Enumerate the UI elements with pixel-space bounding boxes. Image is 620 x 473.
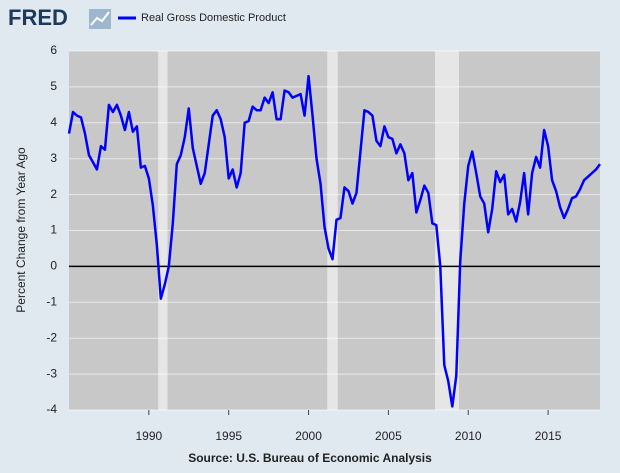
x-tick-label: 2005 bbox=[375, 429, 402, 443]
y-tick-label: -4 bbox=[46, 402, 57, 416]
y-tick-label: 0 bbox=[50, 259, 57, 273]
x-tick-label: 2015 bbox=[535, 429, 562, 443]
y-tick-label: -1 bbox=[46, 294, 57, 308]
y-axis-label: Percent Change from Year Ago bbox=[14, 147, 28, 313]
x-tick-label: 1990 bbox=[135, 429, 162, 443]
y-tick-label: 3 bbox=[50, 151, 57, 165]
x-tick-label: 1995 bbox=[215, 429, 242, 443]
data-line bbox=[67, 74, 602, 408]
y-tick-label: 2 bbox=[50, 187, 57, 201]
x-tick-label: 2010 bbox=[455, 429, 482, 443]
source: Source: U.S. Bureau of Economic Analysis bbox=[188, 451, 432, 465]
y-tick-label: -2 bbox=[46, 330, 57, 344]
legend-label: Real Gross Domestic Product bbox=[141, 12, 286, 24]
logo: FRED bbox=[8, 5, 68, 30]
y-tick-label: 4 bbox=[50, 115, 57, 129]
y-tick-label: 6 bbox=[50, 43, 57, 57]
x-tick-label: 2000 bbox=[295, 429, 322, 443]
y-tick-label: -3 bbox=[46, 366, 57, 380]
logo-icon bbox=[89, 9, 111, 29]
y-tick-label: 1 bbox=[50, 223, 57, 237]
y-tick-label: 5 bbox=[50, 79, 57, 93]
